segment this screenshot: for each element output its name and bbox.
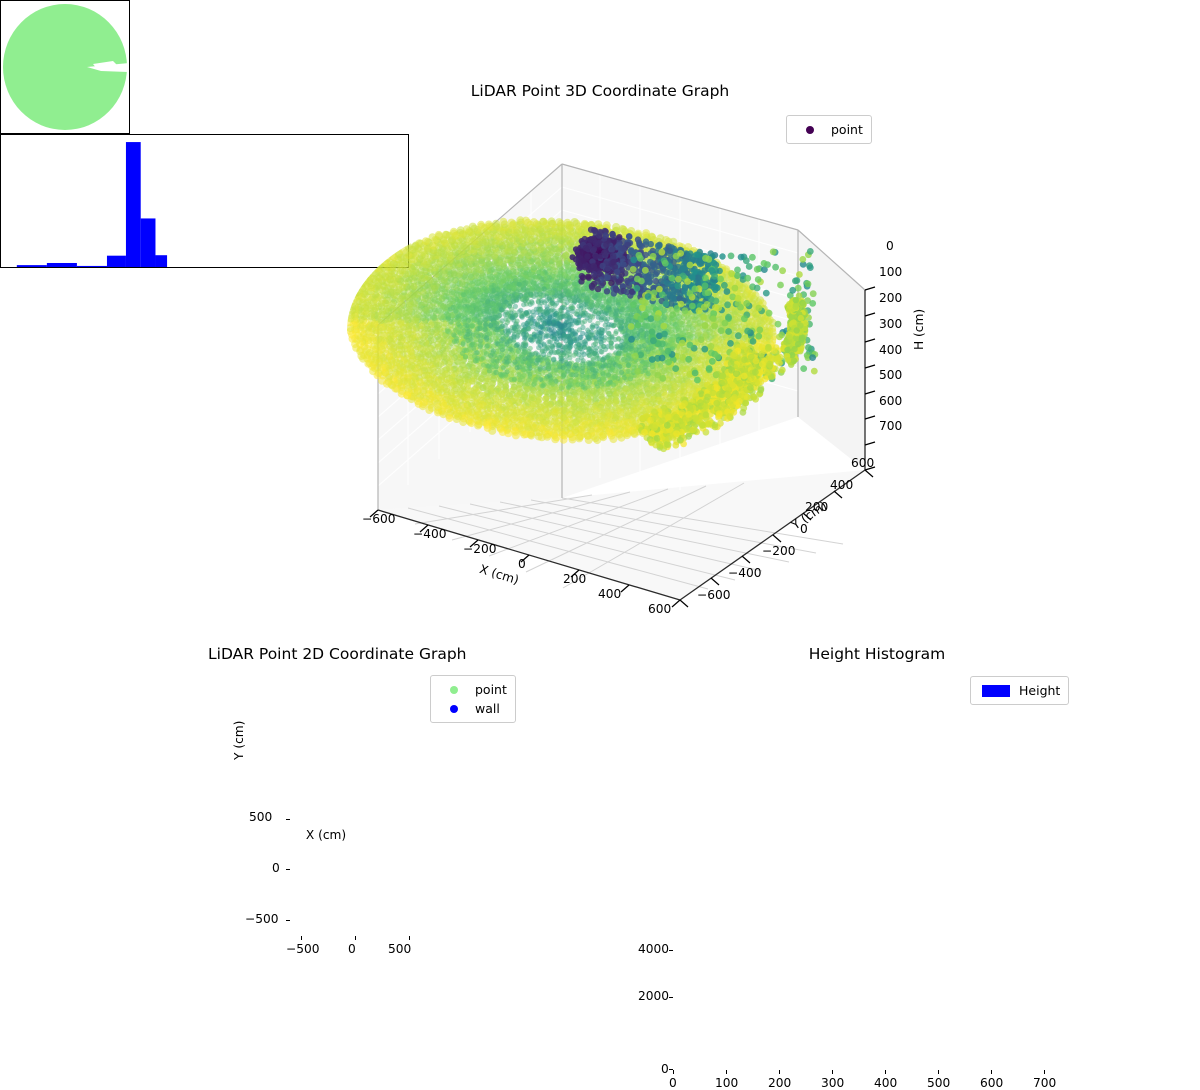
point-cloud-dot <box>609 303 616 310</box>
plot3d-axes[interactable] <box>300 140 920 620</box>
point-cloud-dot <box>585 295 592 302</box>
plot3d-legend[interactable]: point <box>786 115 872 144</box>
plot3d-title: LiDAR Point 3D Coordinate Graph <box>470 82 730 100</box>
point-marker-icon <box>795 125 825 134</box>
legend-label: point <box>831 122 863 137</box>
legend-entry-point: point <box>795 120 863 139</box>
point-cloud-dot <box>482 316 489 323</box>
point-cloud-dot <box>602 364 609 371</box>
matplotlib-figure: LiDAR Point 3D Coordinate Graph point <box>0 0 1070 1090</box>
